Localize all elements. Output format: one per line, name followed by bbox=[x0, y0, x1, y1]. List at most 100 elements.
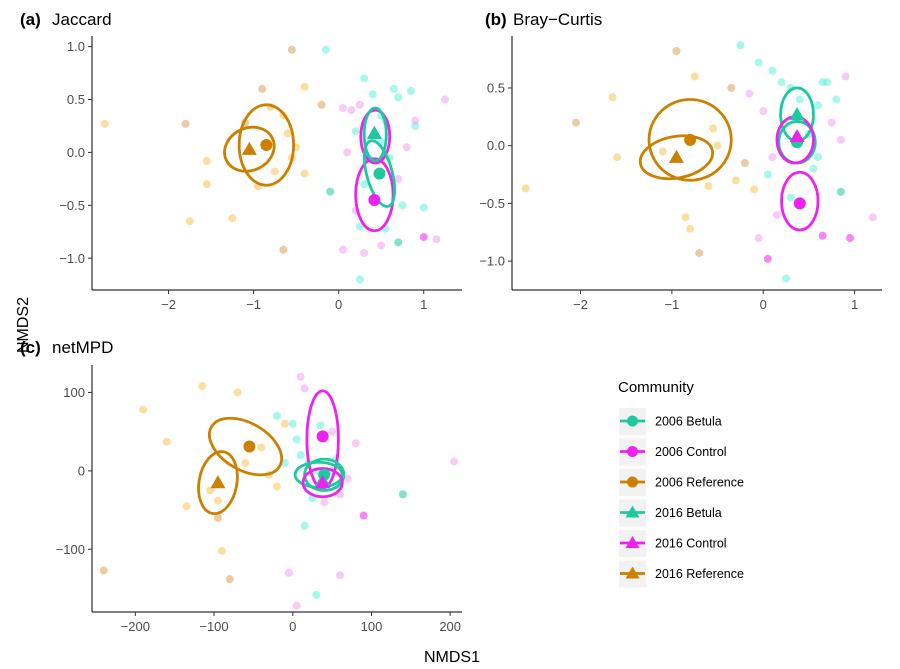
legend-label: 2006 Control bbox=[655, 445, 727, 459]
y-tick-label: 100 bbox=[63, 385, 85, 400]
data-point bbox=[300, 521, 309, 530]
data-point bbox=[300, 169, 309, 178]
centroid-circle bbox=[316, 430, 329, 443]
y-tick-label: 0 bbox=[78, 463, 85, 478]
legend-item: 2006 Control bbox=[619, 438, 727, 466]
x-tick-label: 1 bbox=[420, 297, 427, 312]
data-point bbox=[768, 66, 777, 75]
panel-title: Bray−Curtis bbox=[513, 10, 602, 29]
data-point bbox=[823, 78, 832, 87]
data-point bbox=[398, 490, 407, 499]
data-point bbox=[181, 119, 190, 128]
data-point bbox=[713, 141, 722, 150]
data-point bbox=[814, 101, 823, 110]
y-tick-label: 0.0 bbox=[67, 145, 85, 160]
data-point bbox=[571, 118, 580, 127]
x-tick-label: −100 bbox=[199, 619, 228, 634]
panel-label: (a) bbox=[20, 10, 41, 29]
data-point bbox=[740, 159, 749, 167]
panel-b: (b) Bray−Curtis −2 −1 0 1 −1.0 −0.5 0.0 0.5 bbox=[479, 10, 882, 312]
y-tick-label: −1.0 bbox=[59, 251, 85, 266]
panel-c: (c) netMPD −200 −100 0 100 200 −100 0 100 bbox=[20, 338, 462, 634]
data-point bbox=[139, 405, 148, 414]
centroid-triangle bbox=[210, 475, 226, 489]
data-point bbox=[312, 590, 321, 599]
data-point bbox=[198, 382, 207, 391]
centroid-triangle bbox=[789, 107, 805, 121]
data-point bbox=[389, 84, 398, 93]
x-tick-label: 100 bbox=[361, 619, 383, 634]
data-point bbox=[284, 568, 293, 577]
data-point bbox=[394, 93, 403, 102]
data-point bbox=[786, 193, 795, 202]
data-point bbox=[292, 601, 301, 610]
centroid-triangle bbox=[315, 475, 331, 489]
data-point bbox=[814, 153, 823, 162]
panel-title: Jaccard bbox=[52, 10, 112, 29]
confidence-ellipse bbox=[301, 467, 344, 499]
data-point bbox=[708, 124, 717, 133]
centroid-circle bbox=[373, 167, 386, 180]
data-point bbox=[300, 384, 309, 393]
data-point bbox=[868, 213, 877, 222]
y-tick-label: 0.5 bbox=[67, 92, 85, 107]
legend-label: 2006 Betula bbox=[655, 415, 722, 429]
data-point bbox=[359, 511, 368, 520]
data-point bbox=[213, 496, 222, 505]
data-point bbox=[419, 233, 428, 242]
panel-label: (b) bbox=[485, 10, 507, 29]
data-point bbox=[338, 245, 347, 254]
data-point bbox=[832, 95, 841, 104]
data-point bbox=[377, 241, 386, 250]
centroid-triangle bbox=[366, 125, 382, 139]
data-point bbox=[419, 203, 428, 212]
x-tick-label: −1 bbox=[664, 297, 679, 312]
data-point bbox=[827, 118, 836, 127]
legend-label: 2016 Betula bbox=[655, 506, 722, 520]
y-axis-title: NMDS2 bbox=[15, 297, 32, 353]
data-point bbox=[335, 571, 344, 580]
data-point bbox=[343, 148, 352, 157]
data-point bbox=[273, 482, 281, 491]
legend-item: 2006 Betula bbox=[619, 408, 722, 435]
y-tick-label: 1.0 bbox=[67, 39, 85, 54]
data-point bbox=[225, 575, 234, 584]
x-tick-label: 0 bbox=[335, 297, 342, 312]
data-point bbox=[368, 90, 377, 99]
y-tick-label: −100 bbox=[56, 542, 85, 557]
data-point bbox=[355, 222, 364, 231]
data-point bbox=[394, 238, 403, 247]
data-point bbox=[608, 93, 617, 102]
data-point bbox=[292, 435, 301, 444]
confidence-ellipse bbox=[638, 134, 715, 181]
data-point bbox=[432, 235, 441, 244]
legend-item: 2016 Reference bbox=[619, 560, 744, 588]
x-tick-label: −2 bbox=[161, 297, 176, 312]
confidence-ellipse bbox=[208, 416, 283, 477]
legend-label: 2016 Reference bbox=[655, 567, 744, 581]
data-point bbox=[185, 217, 194, 226]
data-point bbox=[613, 153, 622, 162]
data-point bbox=[450, 457, 459, 466]
data-point bbox=[521, 184, 530, 193]
data-point bbox=[202, 180, 211, 189]
confidence-ellipse bbox=[780, 170, 820, 232]
y-tick-label: −0.5 bbox=[59, 198, 85, 213]
data-point bbox=[754, 234, 763, 243]
data-point bbox=[736, 41, 745, 50]
legend-key-triangle bbox=[625, 505, 640, 518]
data-point bbox=[394, 174, 403, 183]
data-point bbox=[360, 248, 369, 257]
data-point bbox=[283, 129, 292, 138]
y-tick-label: 0.0 bbox=[487, 138, 505, 153]
data-point bbox=[690, 72, 699, 81]
x-tick-label: 200 bbox=[439, 619, 461, 634]
confidence-ellipse bbox=[223, 125, 276, 173]
data-point bbox=[257, 443, 266, 452]
data-point bbox=[355, 100, 364, 109]
data-point bbox=[440, 95, 449, 104]
legend-key-circle bbox=[627, 476, 638, 488]
data-point bbox=[228, 214, 237, 223]
data-point bbox=[280, 419, 289, 428]
centroid-circle bbox=[243, 440, 256, 453]
